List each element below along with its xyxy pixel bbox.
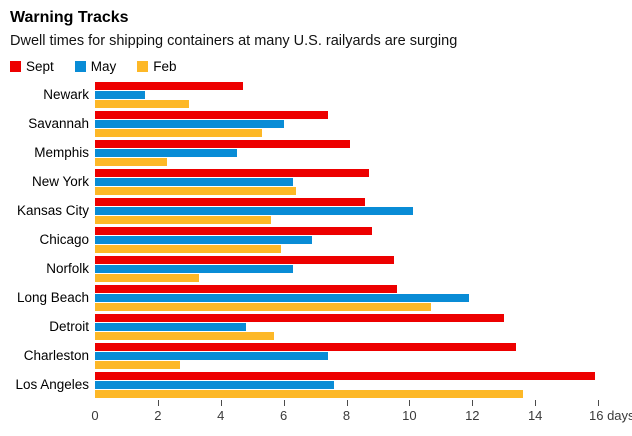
bar-sept-new-york (95, 168, 369, 177)
bars (95, 168, 369, 195)
bar-feb-long-beach (95, 302, 432, 311)
x-axis-tick-12 (472, 400, 474, 406)
bar-sept-chicago (95, 226, 372, 235)
category-label: Kansas City (16, 203, 89, 218)
category-label: Detroit (49, 319, 89, 334)
bar-group-long-beach: Long Beach (0, 283, 632, 312)
chart-title: Warning Tracks (10, 9, 129, 26)
bars (95, 139, 350, 166)
legend-item-feb: Feb (137, 58, 177, 74)
bars (95, 371, 595, 398)
bar-feb-norfolk (95, 273, 199, 282)
legend-label: Sept (26, 58, 54, 74)
legend-label: May (90, 58, 117, 74)
bar-may-savannah (95, 119, 284, 128)
category-label: Newark (43, 87, 89, 102)
x-axis-label-8: 8 (342, 408, 351, 423)
bar-feb-savannah (95, 128, 262, 137)
bar-sept-norfolk (95, 255, 394, 264)
x-axis-label-0: 0 (91, 408, 99, 423)
bars (95, 284, 470, 311)
legend-item-sept: Sept (10, 59, 54, 74)
bars (95, 313, 504, 340)
bar-sept-kansas-city (95, 197, 366, 206)
bar-may-charleston (95, 351, 328, 360)
bars (95, 197, 413, 224)
bars (95, 342, 517, 369)
bar-feb-los-angeles (95, 389, 523, 398)
bar-group-los-angeles: Los Angeles (0, 370, 632, 399)
bar-sept-memphis (95, 139, 350, 148)
bar-group-newark: Newark (0, 80, 632, 109)
bar-may-chicago (95, 235, 312, 244)
category-label: Los Angeles (15, 377, 89, 392)
bar-sept-savannah (95, 110, 328, 119)
bar-feb-newark (95, 99, 190, 108)
chart-subtitle: Dwell times for shipping containers at m… (10, 33, 458, 49)
legend-item-may: May (74, 58, 117, 74)
x-axis-label-2: 2 (154, 408, 162, 423)
x-axis-tick-16 (598, 400, 599, 406)
bar-sept-los-angeles (95, 371, 595, 380)
category-label: Chicago (39, 232, 89, 247)
bar-feb-new-york (95, 186, 297, 195)
x-axis-tick-8 (346, 400, 348, 406)
bars (95, 226, 372, 253)
x-axis-label-16: 16 days (589, 408, 632, 423)
bar-may-kansas-city (95, 206, 413, 215)
x-axis-tick-6 (283, 400, 285, 406)
category-label: Long Beach (16, 290, 89, 305)
x-axis-label-12: 12 (465, 408, 480, 423)
x-axis-label-14: 14 (527, 408, 543, 423)
bar-group-detroit: Detroit (0, 312, 632, 341)
bar-may-memphis (95, 148, 237, 157)
legend-swatch-feb (137, 60, 149, 72)
bar-sept-long-beach (95, 284, 397, 293)
bars (95, 110, 328, 137)
x-axis-label-4: 4 (217, 408, 225, 423)
category-label: Norfolk (46, 261, 89, 276)
bar-group-norfolk: Norfolk (0, 254, 632, 283)
category-label: Charleston (23, 348, 89, 363)
bar-group-savannah: Savannah (0, 109, 632, 138)
bar-sept-newark (95, 81, 243, 90)
bar-may-long-beach (95, 293, 470, 302)
category-label: Memphis (34, 145, 89, 160)
bar-feb-chicago (95, 244, 281, 253)
bar-may-newark (95, 90, 146, 99)
legend: Sept May Feb (10, 58, 632, 74)
bar-may-los-angeles (95, 380, 334, 389)
legend-label: Feb (153, 58, 177, 74)
bar-group-new-york: New York (0, 167, 632, 196)
bar-feb-kansas-city (95, 215, 272, 224)
x-axis: 0 2 4 6 8 10 12 14 16 days (91, 399, 632, 429)
legend-swatch-sept (10, 60, 21, 72)
legend-swatch-may (74, 60, 86, 72)
bar-group-chicago: Chicago (0, 225, 632, 254)
bar-feb-memphis (95, 157, 168, 166)
x-axis-label-10: 10 (402, 408, 417, 423)
x-axis-tick-2 (157, 400, 159, 406)
category-label: Savannah (28, 116, 89, 131)
bar-may-detroit (95, 322, 246, 331)
bar-group-memphis: Memphis (0, 138, 632, 167)
x-axis-tick-10 (409, 400, 411, 406)
x-axis-tick-14 (535, 400, 537, 406)
x-axis-label-6: 6 (279, 408, 288, 423)
bar-feb-charleston (95, 360, 180, 369)
category-label: New York (31, 174, 89, 189)
plot-area: Newark Savannah Memphis New York Kansas City… (0, 80, 632, 399)
bar-sept-detroit (95, 313, 504, 322)
bar-feb-detroit (95, 331, 275, 340)
bar-group-charleston: Charleston (0, 341, 632, 370)
bar-sept-charleston (95, 342, 517, 351)
bar-group-kansas-city: Kansas City (0, 196, 632, 225)
bar-may-norfolk (95, 264, 294, 273)
bars (95, 81, 243, 108)
x-axis-tick-4 (220, 400, 222, 406)
bars (95, 255, 394, 282)
bar-may-new-york (95, 177, 294, 186)
